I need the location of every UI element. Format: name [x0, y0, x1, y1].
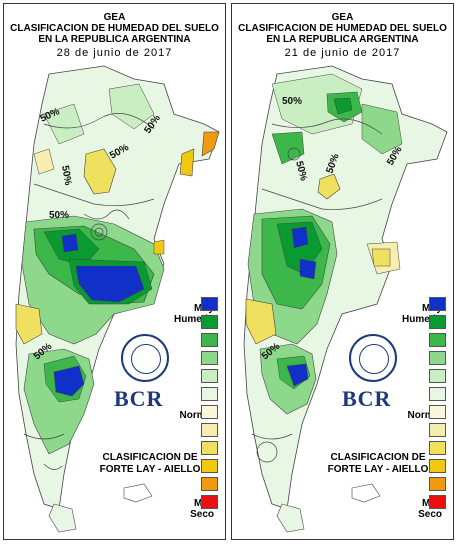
- legend-color-swatch: [429, 477, 446, 491]
- legend-color-swatch: [429, 315, 446, 329]
- legend-label-normal: Normal: [407, 410, 442, 421]
- soil-moisture-map-panel-1: GEA CLASIFICACION DE HUMEDAD DEL SUELO E…: [3, 3, 226, 540]
- legend-color-swatch: [201, 405, 218, 419]
- legend-color-swatch: [201, 441, 218, 455]
- contour-label: 50%: [49, 210, 69, 221]
- bcr-seal-icon: [349, 334, 397, 382]
- legend-color-swatch: [201, 423, 218, 437]
- legend-color-swatch: [201, 351, 218, 365]
- classification-line-2: FORTE LAY - AIELLO: [327, 464, 429, 475]
- legend-label-seco: Seco: [418, 509, 442, 520]
- legend-color-swatch: [201, 297, 218, 311]
- header-line-1: GEA: [103, 12, 126, 23]
- contour-label: 50%: [293, 160, 309, 182]
- argentina-map: 50% 50% 50% 50% 50%: [243, 65, 448, 533]
- legend-color-swatch: [429, 369, 446, 383]
- legend-label-seco: Seco: [190, 509, 214, 520]
- contour-label: 50%: [282, 96, 302, 107]
- header-line-3: EN LA REPUBLICA ARGENTINA: [266, 34, 419, 45]
- header-line-2: CLASIFICACION DE HUMEDAD DEL SUELO: [10, 23, 219, 34]
- contour-label: 50%: [59, 165, 73, 187]
- map-date: 28 de junio de 2017: [56, 47, 173, 59]
- legend-color-swatch: [201, 387, 218, 401]
- legend-color-swatch: [429, 495, 446, 509]
- legend-color-swatch: [429, 423, 446, 437]
- legend-color-swatch: [201, 369, 218, 383]
- legend-color-swatch: [429, 387, 446, 401]
- legend-color-swatch: [201, 333, 218, 347]
- header-line-2: CLASIFICACION DE HUMEDAD DEL SUELO: [238, 23, 447, 34]
- legend-color-swatch: [429, 333, 446, 347]
- legend-color-swatch: [201, 477, 218, 491]
- legend-color-swatch: [201, 315, 218, 329]
- bcr-logo: BCR: [114, 386, 164, 411]
- header-line-3: EN LA REPUBLICA ARGENTINA: [38, 34, 191, 45]
- legend-color-swatch: [201, 459, 218, 473]
- classification-line-2: FORTE LAY - AIELLO: [99, 464, 201, 475]
- bcr-seal-icon: [121, 334, 169, 382]
- classification-line-1: CLASIFICACION DE: [102, 452, 198, 463]
- legend-color-swatch: [429, 405, 446, 419]
- argentina-map: 50% 50% 50% 50% 50% 50%: [15, 65, 220, 533]
- classification-line-1: CLASIFICACION DE: [330, 452, 426, 463]
- legend-color-swatch: [429, 459, 446, 473]
- header-line-1: GEA: [331, 12, 354, 23]
- legend-label-humedo: Humedo: [174, 314, 214, 325]
- legend-color-swatch: [429, 297, 446, 311]
- legend-color-swatch: [201, 495, 218, 509]
- legend-color-swatch: [429, 441, 446, 455]
- bcr-logo: BCR: [342, 386, 392, 411]
- map-date: 21 de junio de 2017: [284, 47, 401, 59]
- legend-color-swatch: [429, 351, 446, 365]
- soil-moisture-map-panel-2: GEA CLASIFICACION DE HUMEDAD DEL SUELO E…: [231, 3, 454, 540]
- legend-label-humedo: Humedo: [402, 314, 442, 325]
- legend-label-normal: Normal: [179, 410, 214, 421]
